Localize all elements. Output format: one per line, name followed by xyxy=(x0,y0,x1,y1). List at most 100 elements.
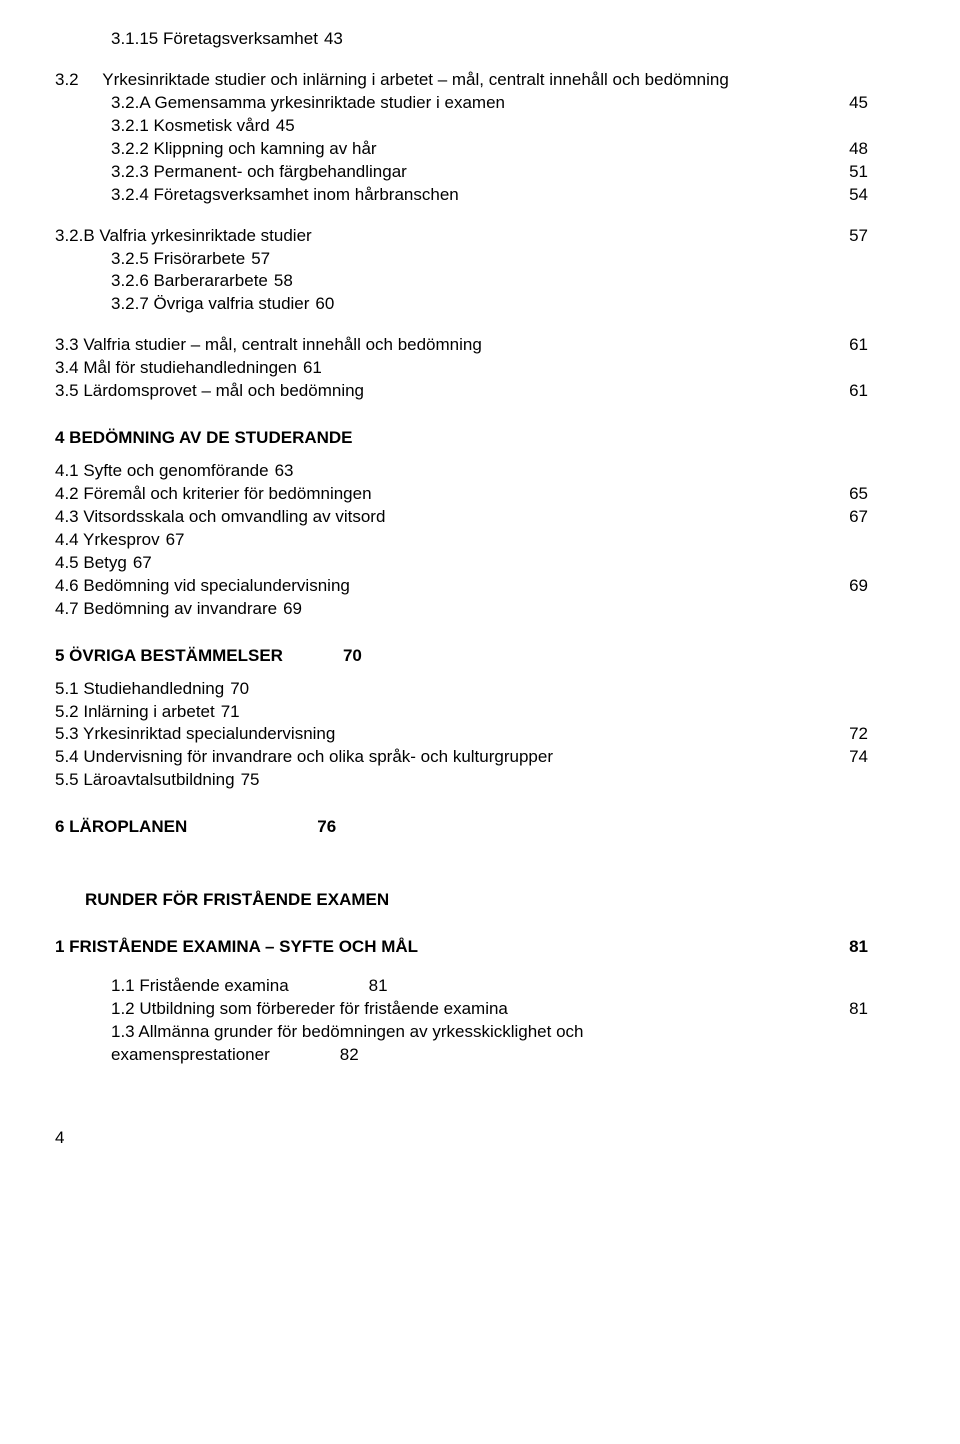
toc-row: 3.2.7 Övriga valfria studier 60 xyxy=(55,293,868,316)
toc-page-inline: 81 xyxy=(369,975,388,998)
toc-label: 5.1 Studiehandledning xyxy=(55,678,224,701)
toc-label: 3.4 Mål för studiehandledningen xyxy=(55,357,297,380)
toc-row: 5.1 Studiehandledning 70 xyxy=(55,678,868,701)
toc-group-3-1-15: 3.1.15 Företagsverksamhet 43 xyxy=(55,28,868,51)
toc-group-3-2: 3.2 Yrkesinriktade studier och inlärning… xyxy=(55,69,868,207)
heading-text: 6 LÄROPLANEN xyxy=(55,816,187,839)
toc-num: 3.2 xyxy=(55,70,79,89)
toc-row: 3.3 Valfria studier – mål, centralt inne… xyxy=(55,334,868,357)
heading-text: 1 FRISTÅENDE EXAMINA – SYFTE OCH MÅL xyxy=(55,936,418,959)
toc-label: 3.3 Valfria studier – mål, centralt inne… xyxy=(55,334,482,357)
toc-page: 45 xyxy=(840,92,868,115)
toc-label: 4.4 Yrkesprov xyxy=(55,529,160,552)
toc-row: 4.2 Föremål och kriterier för bedömninge… xyxy=(55,483,868,506)
heading-text: RUNDER FÖR FRISTÅENDE EXAMEN xyxy=(85,890,389,909)
toc-page-inline: 67 xyxy=(133,552,152,575)
toc-label: 5.5 Läroavtalsutbildning xyxy=(55,769,235,792)
heading-fristaende: 1 FRISTÅENDE EXAMINA – SYFTE OCH MÅL 81 xyxy=(55,936,868,959)
toc-row: 5.4 Undervisning för invandrare och olik… xyxy=(55,746,868,769)
toc-row: 3.5 Lärdomsprovet – mål och bedömning 61 xyxy=(55,380,868,403)
toc-page: 48 xyxy=(840,138,868,161)
toc-label: 4.5 Betyg xyxy=(55,552,127,575)
toc-page: 74 xyxy=(840,746,868,769)
toc-label: 3.1.15 Företagsverksamhet xyxy=(111,28,318,51)
heading-6: 6 LÄROPLANEN 76 xyxy=(55,816,868,839)
toc-page-inline: 71 xyxy=(221,701,240,724)
toc-label: 3.2.7 Övriga valfria studier xyxy=(111,293,309,316)
toc-page: 69 xyxy=(840,575,868,598)
page-number-value: 4 xyxy=(55,1128,64,1147)
toc-row: 4.1 Syfte och genomförande 63 xyxy=(55,460,868,483)
toc-label: 3.2 Yrkesinriktade studier och inlärning… xyxy=(55,69,729,92)
heading-text: 4 BEDÖMNING AV DE STUDERANDE xyxy=(55,428,353,447)
toc-row: 4.7 Bedömning av invandrare 69 xyxy=(55,598,868,621)
heading-grundar: RUNDER FÖR FRISTÅENDE EXAMEN xyxy=(55,889,868,912)
toc-page-inline: 58 xyxy=(274,270,293,293)
toc-row: 3.2.5 Frisörarbete 57 xyxy=(55,248,868,271)
toc-label: 3.2.5 Frisörarbete xyxy=(111,248,245,271)
toc-row: 3.2.6 Barberararbete 58 xyxy=(55,270,868,293)
toc-group-5: 5.1 Studiehandledning 70 5.2 Inlärning i… xyxy=(55,678,868,793)
toc-row: 5.2 Inlärning i arbetet 71 xyxy=(55,701,868,724)
toc-label: 3.2.6 Barberararbete xyxy=(111,270,268,293)
heading-text: 5 ÖVRIGA BESTÄMMELSER xyxy=(55,645,283,668)
toc-page: 81 xyxy=(840,998,868,1021)
toc-label: examensprestationer xyxy=(111,1044,270,1067)
toc-page: 72 xyxy=(840,723,868,746)
toc-row: 3.2.A Gemensamma yrkesinriktade studier … xyxy=(55,92,868,115)
toc-group-4: 4.1 Syfte och genomförande 63 4.2 Föremå… xyxy=(55,460,868,621)
toc-label: 3.2.4 Företagsverksamhet inom hårbransch… xyxy=(111,184,459,207)
toc-label: 3.2.B Valfria yrkesinriktade studier xyxy=(55,225,312,248)
toc-page-inline: 57 xyxy=(251,248,270,271)
toc-row: 5.3 Yrkesinriktad specialundervisning 72 xyxy=(55,723,868,746)
toc-label: 1.2 Utbildning som förbereder för fristå… xyxy=(111,998,508,1021)
toc-label: 5.4 Undervisning för invandrare och olik… xyxy=(55,746,553,769)
toc-row: 3.2.4 Företagsverksamhet inom hårbransch… xyxy=(55,184,868,207)
toc-label: 3.2.2 Klippning och kamning av hår xyxy=(111,138,377,161)
toc-group-3-3: 3.3 Valfria studier – mål, centralt inne… xyxy=(55,334,868,403)
toc-page: 67 xyxy=(840,506,868,529)
toc-row: 3.1.15 Företagsverksamhet 43 xyxy=(55,28,868,51)
toc-label: 3.2.A Gemensamma yrkesinriktade studier … xyxy=(111,92,505,115)
toc-page-inline: 75 xyxy=(241,769,260,792)
toc-page-inline: 67 xyxy=(166,529,185,552)
toc-row: 4.4 Yrkesprov 67 xyxy=(55,529,868,552)
toc-row: examensprestationer 82 xyxy=(111,1044,868,1067)
toc-label: 5.2 Inlärning i arbetet xyxy=(55,701,215,724)
toc-page-inline: 82 xyxy=(340,1044,359,1067)
toc-page: 54 xyxy=(840,184,868,207)
toc-page-inline: 61 xyxy=(303,357,322,380)
toc-row: 3.2.3 Permanent- och färgbehandlingar 51 xyxy=(55,161,868,184)
heading-page-inline: 76 xyxy=(317,816,336,839)
toc-row: 1.1 Fristående examina 81 xyxy=(111,975,868,998)
toc-page-inline: 60 xyxy=(315,293,334,316)
toc-page-inline: 63 xyxy=(275,460,294,483)
toc-row: 5.5 Läroavtalsutbildning 75 xyxy=(55,769,868,792)
page-number: 4 xyxy=(55,1127,868,1150)
toc-page: 57 xyxy=(840,225,868,248)
toc-label: 3.2.3 Permanent- och färgbehandlingar xyxy=(111,161,407,184)
toc-label: 4.3 Vitsordsskala och omvandling av vits… xyxy=(55,506,385,529)
heading-4: 4 BEDÖMNING AV DE STUDERANDE xyxy=(55,427,868,450)
heading-5: 5 ÖVRIGA BESTÄMMELSER 70 xyxy=(55,645,868,668)
toc-page-inline: 45 xyxy=(276,115,295,138)
toc-row: 4.5 Betyg 67 xyxy=(55,552,868,575)
toc-label: 1.3 Allmänna grunder för bedömningen av … xyxy=(111,1021,584,1044)
toc-row: 1.2 Utbildning som förbereder för fristå… xyxy=(111,998,868,1021)
toc-row: 1.3 Allmänna grunder för bedömningen av … xyxy=(111,1021,868,1044)
toc-row: 3.2 Yrkesinriktade studier och inlärning… xyxy=(55,69,868,92)
toc-row: 4.6 Bedömning vid specialundervisning 69 xyxy=(55,575,868,598)
toc-row: 3.2.1 Kosmetisk vård 45 xyxy=(55,115,868,138)
toc-row: 3.2.B Valfria yrkesinriktade studier 57 xyxy=(55,225,868,248)
toc-page: 51 xyxy=(840,161,868,184)
toc-row: 4.3 Vitsordsskala och omvandling av vits… xyxy=(55,506,868,529)
toc-row: 3.2.2 Klippning och kamning av hår 48 xyxy=(55,138,868,161)
toc-page: 65 xyxy=(840,483,868,506)
toc-label: 5.3 Yrkesinriktad specialundervisning xyxy=(55,723,335,746)
toc-label: 4.1 Syfte och genomförande xyxy=(55,460,269,483)
toc-page-inline: 69 xyxy=(283,598,302,621)
toc-page-inline: 70 xyxy=(230,678,249,701)
toc-group-fristaende: 1.1 Fristående examina 81 1.2 Utbildning… xyxy=(55,975,868,1067)
toc-label: 4.2 Föremål och kriterier för bedömninge… xyxy=(55,483,372,506)
toc-page: 61 xyxy=(840,380,868,403)
